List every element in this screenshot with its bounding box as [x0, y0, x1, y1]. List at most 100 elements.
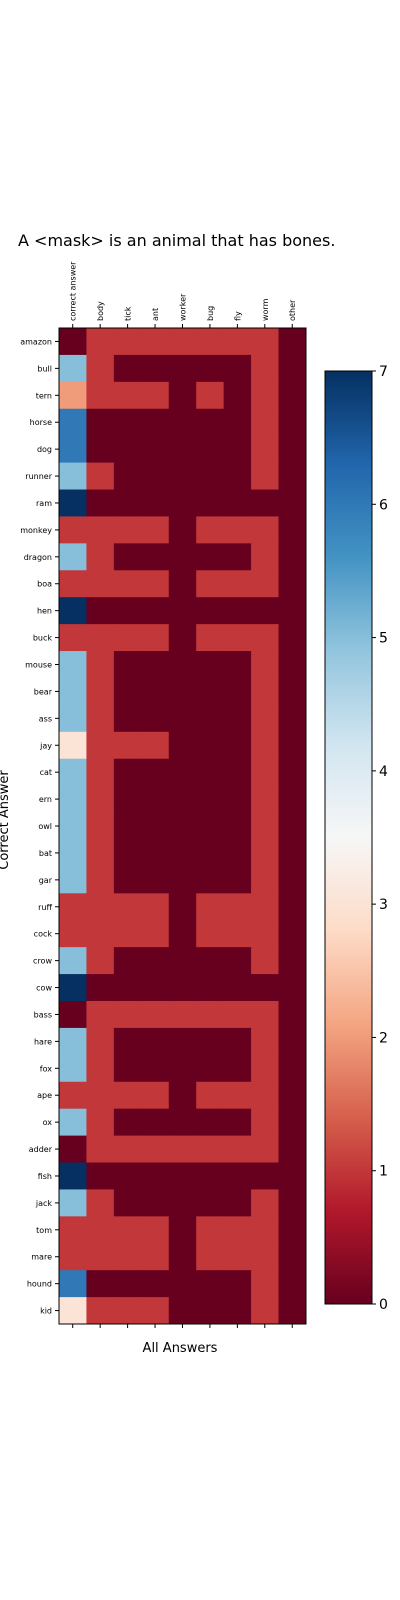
- heatmap-cell: [86, 489, 115, 517]
- heatmap-cell: [168, 812, 197, 840]
- heatmap-cell: [59, 758, 87, 787]
- heatmap-cell: [196, 543, 225, 571]
- heatmap-cell: [141, 1243, 170, 1271]
- heatmap-cell: [59, 1243, 87, 1271]
- heatmap-cell: [59, 597, 87, 625]
- heatmap-cell: [168, 704, 197, 733]
- heatmap-cell: [196, 785, 225, 813]
- heatmap-cell: [86, 1243, 115, 1271]
- heatmap-cell: [59, 785, 87, 813]
- row-label: bull: [37, 364, 52, 373]
- heatmap-cell: [196, 1001, 225, 1029]
- heatmap-cell: [223, 866, 252, 894]
- heatmap-cell: [113, 1270, 142, 1298]
- chart-title: A <mask> is an animal that has bones.: [18, 231, 335, 250]
- heatmap-cell: [59, 1270, 87, 1298]
- heatmap-cell: [196, 731, 225, 760]
- column-label: fly: [233, 311, 242, 321]
- heatmap-cell: [251, 570, 279, 598]
- heatmap-cell: [168, 408, 197, 437]
- row-labels: amazon bull tern horse dog runner ram monkey dra…: [20, 337, 59, 1316]
- heatmap-cell: [113, 1162, 142, 1190]
- row-label: owl: [38, 822, 52, 831]
- row-label: fox: [40, 1064, 52, 1073]
- heatmap-cell: [223, 462, 252, 490]
- heatmap-cell: [278, 812, 307, 840]
- heatmap-cell: [141, 1162, 170, 1190]
- heatmap-cell: [141, 1297, 170, 1325]
- heatmap-cell: [59, 839, 87, 867]
- heatmap-cell: [86, 570, 115, 598]
- heatmap-cell: [141, 920, 170, 948]
- heatmap-cell: [113, 893, 142, 921]
- heatmap-cell: [251, 435, 279, 463]
- heatmap-cell: [251, 1027, 279, 1056]
- heatmap-cell: [223, 893, 252, 921]
- heatmap-cell: [59, 624, 87, 652]
- heatmap-cell: [141, 1001, 170, 1029]
- heatmap-cell: [86, 328, 115, 356]
- row-label: ox: [43, 1118, 53, 1127]
- heatmap-cell: [59, 1027, 87, 1056]
- heatmap-cell: [223, 947, 252, 975]
- heatmap-cell: [251, 1135, 279, 1163]
- heatmap-cell: [251, 354, 279, 383]
- heatmap-cell: [278, 354, 307, 383]
- heatmap-cell: [196, 893, 225, 921]
- row-label: crow: [33, 957, 52, 966]
- heatmap-cell: [196, 920, 225, 948]
- heatmap-cell: [168, 462, 197, 490]
- colorbar-tick-label: 7: [379, 364, 388, 380]
- heatmap-cell: [59, 1001, 87, 1029]
- heatmap-cell: [251, 1270, 279, 1298]
- heatmap-cell: [223, 1162, 252, 1190]
- heatmap-cell: [141, 489, 170, 517]
- heatmap-cell: [86, 1270, 115, 1298]
- heatmap-cell: [113, 597, 142, 625]
- heatmap-cell: [59, 704, 87, 733]
- heatmap-cells: [59, 328, 307, 1325]
- column-label: worker: [178, 293, 187, 321]
- heatmap-cell: [86, 1054, 115, 1083]
- heatmap-cell: [86, 920, 115, 948]
- heatmap-cell: [278, 543, 307, 571]
- heatmap-cell: [86, 1216, 115, 1244]
- heatmap-cell: [251, 785, 279, 813]
- heatmap-cell: [251, 1054, 279, 1083]
- heatmap-cell: [251, 974, 279, 1002]
- row-label: tern: [36, 391, 52, 400]
- heatmap-cell: [278, 408, 307, 437]
- heatmap-cell: [223, 651, 252, 679]
- heatmap-cell: [223, 1108, 252, 1136]
- heatmap-cell: [168, 1216, 197, 1244]
- heatmap-cell: [251, 1297, 279, 1325]
- heatmap-cell: [196, 758, 225, 787]
- heatmap-cell: [141, 570, 170, 598]
- heatmap-cell: [168, 893, 197, 921]
- heatmap-cell: [59, 354, 87, 383]
- heatmap-cell: [223, 704, 252, 733]
- heatmap-cell: [223, 1001, 252, 1029]
- row-label: fish: [38, 1172, 52, 1181]
- heatmap-cell: [196, 354, 225, 383]
- heatmap-cell: [251, 1001, 279, 1029]
- heatmap-cell: [113, 731, 142, 760]
- heatmap-cell: [141, 812, 170, 840]
- heatmap-cell: [86, 462, 115, 490]
- heatmap-cell: [59, 947, 87, 975]
- heatmap-cell: [141, 1135, 170, 1163]
- heatmap-cell: [86, 1162, 115, 1190]
- heatmap-cell: [223, 731, 252, 760]
- heatmap-cell: [251, 866, 279, 894]
- heatmap-cell: [278, 677, 307, 706]
- heatmap-cell: [86, 812, 115, 840]
- heatmap-cell: [168, 1027, 197, 1056]
- heatmap-cell: [278, 597, 307, 625]
- heatmap-cell: [278, 785, 307, 813]
- heatmap-cell: [86, 1297, 115, 1325]
- heatmap-cell: [141, 839, 170, 867]
- heatmap-cell: [168, 381, 197, 410]
- heatmap-cell: [86, 839, 115, 867]
- heatmap-cell: [278, 974, 307, 1002]
- row-label: hare: [34, 1037, 52, 1046]
